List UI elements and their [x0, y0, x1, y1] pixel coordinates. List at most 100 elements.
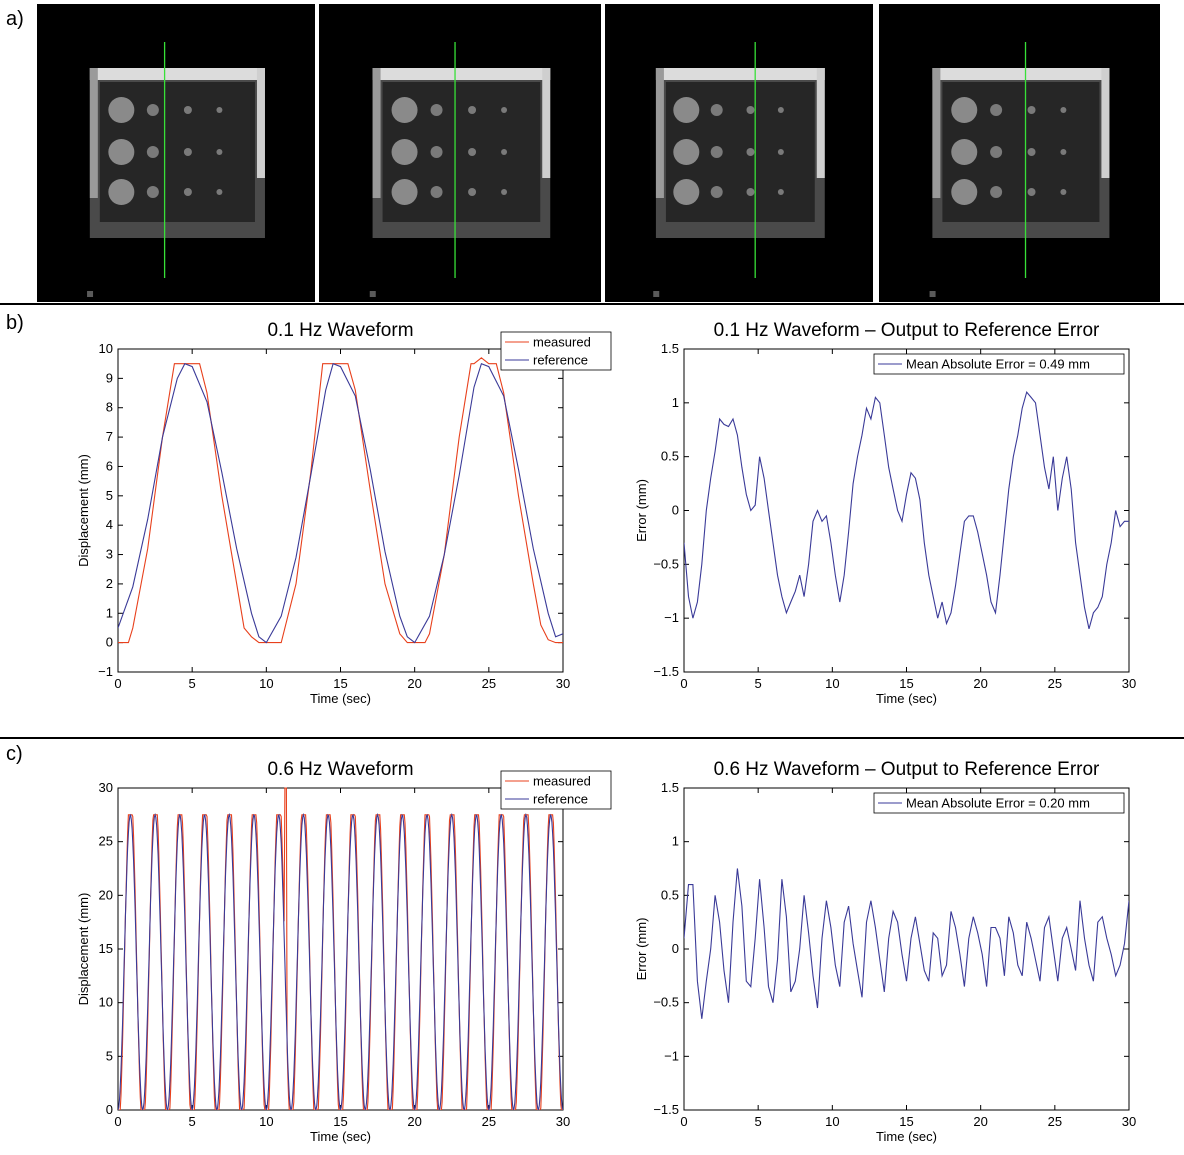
x-tick-label: 25	[482, 676, 496, 691]
x-tick-label: 10	[259, 676, 273, 691]
x-tick-label: 15	[333, 1114, 347, 1129]
x-axis-label: Time (sec)	[310, 1129, 371, 1144]
plot-frame	[117, 787, 564, 1111]
plot-frame	[683, 787, 1130, 1111]
x-tick-label: 20	[973, 1114, 987, 1129]
chart-title: 0.6 Hz Waveform – Output to Reference Er…	[714, 759, 1100, 780]
x-tick-label: 10	[259, 1114, 273, 1129]
legend-entry: Mean Absolute Error = 0.20 mm	[906, 796, 1090, 811]
phantom-scan	[929, 42, 1110, 297]
y-tick-label: 1	[672, 395, 679, 410]
y-tick-label: −1	[664, 610, 679, 625]
panel-label-a: a)	[6, 8, 24, 30]
chart-c-left: 0 5 10 15 20 25 30 0 5 10 15 20 25 30 0.6 Hz Waveform T…	[76, 759, 612, 1144]
y-tick-label: −0.5	[653, 556, 679, 571]
x-axis-label: Time (sec)	[310, 691, 371, 706]
chart-title: 0.6 Hz Waveform	[267, 759, 413, 780]
y-tick-label: 25	[99, 834, 113, 849]
y-tick-label: −1.5	[653, 1102, 679, 1117]
phantom-scan	[653, 42, 825, 297]
panel-label-b: b)	[6, 312, 24, 334]
series-line-mean	[684, 868, 1129, 1019]
plot-frame	[117, 348, 564, 673]
series-line-measured	[118, 357, 563, 644]
legend-entry: measured	[533, 335, 591, 350]
x-tick-label: 20	[407, 676, 421, 691]
y-tick-label: 1.5	[661, 341, 679, 356]
legend-entry: measured	[533, 774, 591, 789]
y-tick-label: 0	[106, 635, 113, 650]
chart-b-right: 0 5 10 15 20 25 30 −1.5 −1 −0.5 0 0.5 1 1.5 0.1 Hz Wav…	[634, 320, 1136, 706]
plot-frame	[683, 348, 1130, 673]
y-tick-label: 15	[99, 941, 113, 956]
legend: measured reference	[500, 331, 612, 371]
x-tick-label: 30	[556, 1114, 570, 1129]
chart-c-right: 0 5 10 15 20 25 30 −1.5 −1 −0.5 0 0.5 1 1.5 0.6 Hz Wav…	[634, 759, 1136, 1144]
y-tick-label: 3	[106, 547, 113, 562]
x-tick-label: 30	[556, 676, 570, 691]
x-tick-label: 15	[899, 676, 913, 691]
x-tick-label: 5	[755, 1114, 762, 1129]
y-tick-label: −1	[98, 664, 113, 679]
x-tick-label: 25	[1048, 1114, 1062, 1129]
y-tick-label: 10	[99, 341, 113, 356]
y-tick-label: 4	[106, 517, 113, 532]
x-tick-label: 30	[1122, 1114, 1136, 1129]
x-axis-label: Time (sec)	[876, 1129, 937, 1144]
x-tick-label: 15	[899, 1114, 913, 1129]
y-tick-label: 30	[99, 780, 113, 795]
legend: measured reference	[500, 770, 612, 810]
series-line-mean	[684, 390, 1129, 630]
y-axis-label: Displacement (mm)	[76, 893, 91, 1006]
y-tick-label: 9	[106, 370, 113, 385]
y-tick-label: 0.5	[661, 449, 679, 464]
phantom-scan	[87, 42, 265, 297]
y-tick-label: −0.5	[653, 995, 679, 1010]
legend-entry: reference	[533, 792, 588, 807]
y-axis-label: Error (mm)	[634, 918, 649, 981]
y-axis-label: Displacement (mm)	[76, 454, 91, 567]
x-tick-label: 20	[407, 1114, 421, 1129]
y-tick-label: 0	[106, 1102, 113, 1117]
y-tick-label: 0	[672, 503, 679, 518]
y-tick-label: 6	[106, 458, 113, 473]
x-tick-label: 0	[114, 676, 121, 691]
x-tick-label: 0	[680, 676, 687, 691]
y-tick-label: 1.5	[661, 780, 679, 795]
y-tick-label: 2	[106, 576, 113, 591]
legend-entry: Mean Absolute Error = 0.49 mm	[906, 357, 1090, 372]
x-tick-label: 5	[189, 676, 196, 691]
y-tick-label: 10	[99, 995, 113, 1010]
y-tick-label: 20	[99, 887, 113, 902]
separator-bc	[0, 737, 1184, 739]
separator-ab	[0, 303, 1184, 305]
legend: Mean Absolute Error = 0.20 mm	[873, 792, 1125, 814]
mri-image-2	[319, 4, 601, 302]
y-tick-label: 1	[106, 605, 113, 620]
legend: Mean Absolute Error = 0.49 mm	[873, 353, 1125, 375]
mri-image-3	[605, 4, 873, 302]
y-tick-label: 5	[106, 1048, 113, 1063]
legend-entry: reference	[533, 353, 588, 368]
y-axis-label: Error (mm)	[634, 479, 649, 542]
x-tick-label: 10	[825, 1114, 839, 1129]
y-tick-label: 1	[672, 834, 679, 849]
series-line-reference	[118, 362, 563, 644]
x-tick-label: 10	[825, 676, 839, 691]
mri-image-1	[37, 4, 315, 302]
x-tick-label: 15	[333, 676, 347, 691]
x-tick-label: 25	[1048, 676, 1062, 691]
panel-label-c: c)	[6, 743, 23, 765]
y-tick-label: −1	[664, 1048, 679, 1063]
y-tick-label: 0	[672, 941, 679, 956]
x-tick-label: 20	[973, 676, 987, 691]
x-tick-label: 30	[1122, 676, 1136, 691]
x-tick-label: 5	[755, 676, 762, 691]
phantom-scan	[369, 42, 551, 297]
chart-title: 0.1 Hz Waveform – Output to Reference Er…	[714, 320, 1100, 341]
y-tick-label: −1.5	[653, 664, 679, 679]
y-tick-label: 8	[106, 400, 113, 415]
mri-image-4	[879, 4, 1160, 302]
